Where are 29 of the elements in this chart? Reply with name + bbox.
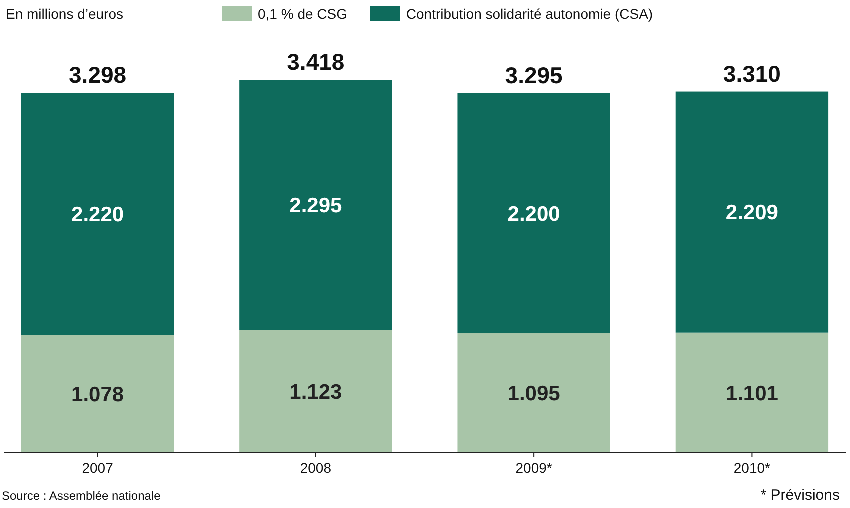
bar (676, 332, 829, 453)
total-label: 3.298 (69, 62, 127, 88)
bar (21, 335, 174, 453)
data-label: 2.209 (726, 202, 778, 225)
data-label: 1.095 (508, 382, 561, 406)
legend-label: 0,1 % de CSG (258, 6, 348, 22)
data-label: 2.220 (72, 204, 124, 227)
data-label: 2.200 (508, 202, 560, 226)
bar (240, 80, 392, 330)
bar (21, 93, 174, 336)
bar (458, 334, 610, 453)
data-label: 1.078 (72, 384, 124, 407)
total-label: 3.295 (505, 62, 564, 88)
data-label: 2.295 (290, 194, 343, 218)
x-tick-label: 2007 (82, 460, 114, 476)
x-tick-label: 2008 (300, 460, 332, 476)
legend-label: Contribution solidarité autonomie (CSA) (406, 6, 654, 22)
total-label: 3.418 (287, 49, 345, 75)
data-label: 1.101 (726, 382, 779, 406)
source-note: Source : Assemblée nationale (2, 489, 162, 503)
data-label: 1.123 (290, 381, 342, 404)
bar (240, 330, 392, 453)
bar (458, 93, 610, 334)
x-tick-label: 2010* (734, 460, 772, 476)
text: * Prévisions (760, 487, 840, 504)
bar (676, 92, 829, 333)
total-label: 3.310 (723, 60, 781, 87)
chart-subtitle: En millions d’euros (6, 6, 124, 22)
x-tick-label: 2009* (516, 460, 553, 476)
